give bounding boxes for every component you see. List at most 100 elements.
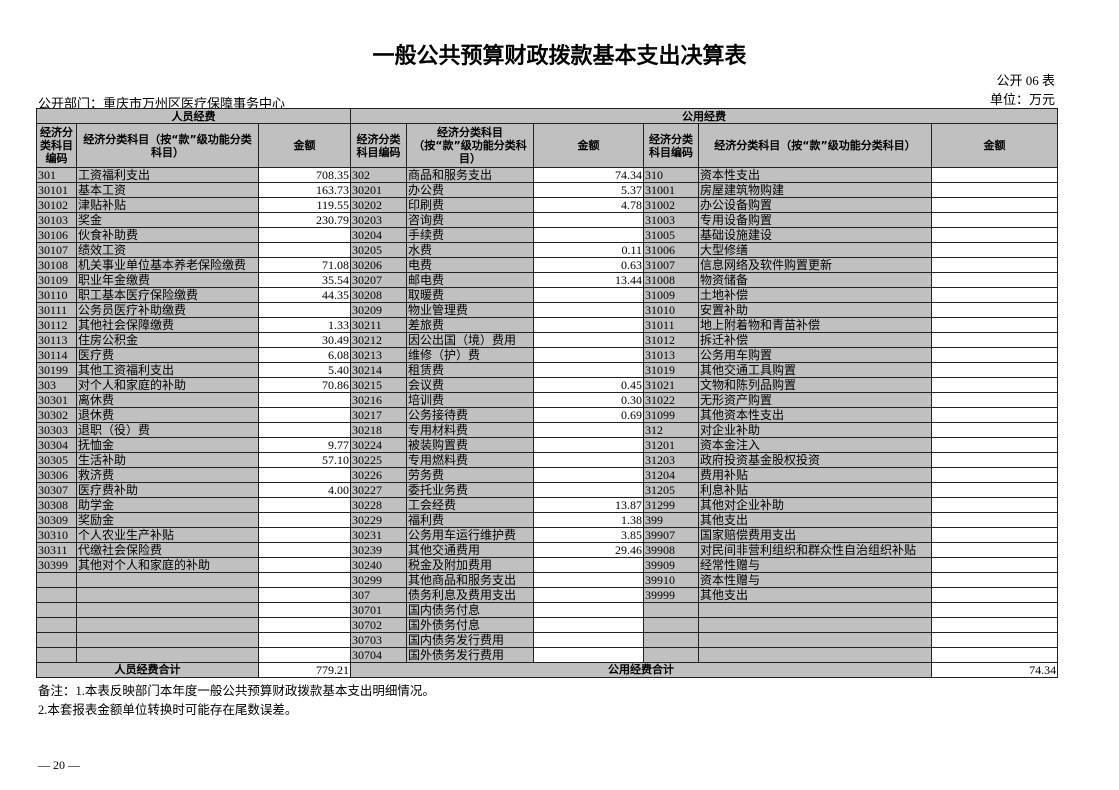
personnel-code-cell: 30108 bbox=[36, 257, 77, 273]
public-mid-name-cell: 因公出国（境）费用 bbox=[406, 332, 535, 348]
public-mid-code-cell: 30226 bbox=[350, 467, 408, 483]
public-right-name-cell: 安置补助 bbox=[698, 302, 933, 318]
public-mid-name-cell: 国外债务发行费用 bbox=[406, 647, 535, 663]
personnel-name-cell: 医疗费 bbox=[76, 347, 259, 363]
personnel-amount-cell: 708.35 bbox=[257, 167, 352, 183]
public-mid-code-cell: 307 bbox=[350, 587, 408, 603]
public-mid-code-cell: 30240 bbox=[350, 557, 408, 573]
public-right-name-cell bbox=[698, 602, 933, 618]
table-row: 30306 救济费 30226 劳务费 31204 费用补贴 bbox=[36, 467, 1059, 483]
public-right-code-cell: 31019 bbox=[643, 362, 700, 378]
personnel-name-cell: 其他工资福利支出 bbox=[76, 362, 259, 378]
personnel-name-cell: 个人农业生产补贴 bbox=[76, 527, 259, 543]
header-code-left: 经济分类科目编码 bbox=[36, 123, 77, 168]
public-right-code-cell: 39908 bbox=[643, 542, 700, 558]
public-right-name-cell: 物资储备 bbox=[698, 272, 933, 288]
personnel-name-cell: 救济费 bbox=[76, 467, 259, 483]
personnel-code-cell: 30199 bbox=[36, 362, 77, 378]
public-mid-code-cell: 30214 bbox=[350, 362, 408, 378]
public-mid-name-cell: 邮电费 bbox=[406, 272, 535, 288]
personnel-amount-cell bbox=[257, 557, 352, 573]
public-right-name-cell: 其他交通工具购置 bbox=[698, 362, 933, 378]
header-name-mid: 经济分类科目（按“款”级功能分类科目） bbox=[406, 123, 535, 168]
personnel-amount-cell: 71.08 bbox=[257, 257, 352, 273]
personnel-amount-cell: 35.54 bbox=[257, 272, 352, 288]
personnel-amount-cell bbox=[257, 227, 352, 243]
header-amount-mid: 金额 bbox=[533, 123, 645, 168]
personnel-amount-cell: 230.79 bbox=[257, 212, 352, 228]
public-mid-amount-cell: 0.69 bbox=[533, 407, 645, 423]
public-right-code-cell: 31022 bbox=[643, 392, 700, 408]
table-row: 30310 个人农业生产补贴 30231 公务用车运行维护费 3.85 39907 国家赔偿… bbox=[36, 527, 1059, 543]
personnel-name-cell bbox=[76, 602, 259, 618]
public-mid-name-cell: 被装购置费 bbox=[406, 437, 535, 453]
public-mid-amount-cell bbox=[533, 347, 645, 363]
public-right-code-cell: 31012 bbox=[643, 332, 700, 348]
public-mid-code-cell: 30206 bbox=[350, 257, 408, 273]
table-number: 公开 06 表 bbox=[996, 73, 1055, 88]
personnel-name-cell: 生活补助 bbox=[76, 452, 259, 468]
public-right-code-cell: 310 bbox=[643, 167, 700, 183]
table-row: 30111 公务员医疗补助缴费 30209 物业管理费 31010 安置补助 bbox=[36, 302, 1059, 318]
table-row: 30103 奖金 230.79 30203 咨询费 31003 专用设备购置 bbox=[36, 212, 1059, 228]
personnel-code-cell bbox=[36, 587, 77, 603]
personnel-amount-cell bbox=[257, 527, 352, 543]
public-right-name-cell: 资本性支出 bbox=[698, 167, 933, 183]
public-right-amount-cell bbox=[931, 632, 1059, 648]
personnel-name-cell bbox=[76, 632, 259, 648]
page-title: 一般公共预算财政拨款基本支出决算表 bbox=[372, 44, 747, 69]
public-right-amount-cell bbox=[931, 587, 1059, 603]
public-mid-name-cell: 取暖费 bbox=[406, 287, 535, 303]
table-row: 30305 生活补助 57.10 30225 专用燃料费 31203 政府投资基金股权投资 bbox=[36, 452, 1059, 468]
table-row: 30106 伙食补助费 30204 手续费 31005 基础设施建设 bbox=[36, 227, 1059, 243]
public-mid-name-cell: 劳务费 bbox=[406, 467, 535, 483]
public-right-amount-cell bbox=[931, 512, 1059, 528]
public-right-code-cell: 31204 bbox=[643, 467, 700, 483]
public-right-name-cell: 对企业补助 bbox=[698, 422, 933, 438]
public-right-name-cell: 大型修缮 bbox=[698, 242, 933, 258]
public-right-amount-cell bbox=[931, 167, 1059, 183]
public-mid-amount-cell bbox=[533, 482, 645, 498]
public-mid-code-cell: 30209 bbox=[350, 302, 408, 318]
public-right-amount-cell bbox=[931, 557, 1059, 573]
public-right-amount-cell bbox=[931, 332, 1059, 348]
personnel-code-cell: 30114 bbox=[36, 347, 77, 363]
header-name-left: 经济分类科目（按“款”级功能分类科目） bbox=[76, 123, 259, 168]
public-right-code-cell: 31005 bbox=[643, 227, 700, 243]
personnel-name-cell: 奖励金 bbox=[76, 512, 259, 528]
personnel-name-cell: 奖金 bbox=[76, 212, 259, 228]
personnel-name-cell: 离休费 bbox=[76, 392, 259, 408]
table-row: 30303 退职（役）费 30218 专用材料费 312 对企业补助 bbox=[36, 422, 1059, 438]
personnel-name-cell: 抚恤金 bbox=[76, 437, 259, 453]
public-mid-name-cell: 电费 bbox=[406, 257, 535, 273]
public-mid-amount-cell bbox=[533, 287, 645, 303]
personnel-code-cell: 301 bbox=[36, 167, 77, 183]
public-mid-name-cell: 专用燃料费 bbox=[406, 452, 535, 468]
personnel-amount-cell bbox=[257, 602, 352, 618]
table-row: 30102 津贴补贴 119.55 30202 印刷费 4.78 31002 办公设备购置 bbox=[36, 197, 1059, 213]
public-right-code-cell: 39910 bbox=[643, 572, 700, 588]
public-right-code-cell: 31013 bbox=[643, 347, 700, 363]
public-right-name-cell: 房屋建筑物购建 bbox=[698, 182, 933, 198]
table-row: 30110 职工基本医疗保险缴费 44.35 30208 取暖费 31009 土地补偿 bbox=[36, 287, 1059, 303]
personnel-code-cell: 30112 bbox=[36, 317, 77, 333]
public-right-amount-cell bbox=[931, 407, 1059, 423]
public-right-name-cell: 无形资产购置 bbox=[698, 392, 933, 408]
personnel-amount-cell bbox=[257, 617, 352, 633]
public-right-amount-cell bbox=[931, 452, 1059, 468]
total-row: 人员经费合计 779.21 公用经费合计 74.34 bbox=[36, 662, 1059, 678]
public-mid-code-cell: 30211 bbox=[350, 317, 408, 333]
table-row: 30308 助学金 30228 工会经费 13.87 31299 其他对企业补助 bbox=[36, 497, 1059, 513]
public-mid-amount-cell bbox=[533, 602, 645, 618]
public-mid-amount-cell bbox=[533, 212, 645, 228]
public-mid-name-cell: 办公费 bbox=[406, 182, 535, 198]
public-right-code-cell: 31006 bbox=[643, 242, 700, 258]
public-mid-name-cell: 工会经费 bbox=[406, 497, 535, 513]
public-mid-amount-cell: 13.87 bbox=[533, 497, 645, 513]
table-row: 30112 其他社会保障缴费 1.33 30211 差旅费 31011 地上附着物和青苗补偿 bbox=[36, 317, 1059, 333]
header-name-right: 经济分类科目（按“款”级功能分类科目） bbox=[698, 123, 933, 168]
table-row: 301 工资福利支出 708.35 302 商品和服务支出 74.34 310 资本性支出 bbox=[36, 167, 1059, 183]
public-mid-code-cell: 30703 bbox=[350, 632, 408, 648]
personnel-amount-cell: 30.49 bbox=[257, 332, 352, 348]
public-right-name-cell: 资本金注入 bbox=[698, 437, 933, 453]
